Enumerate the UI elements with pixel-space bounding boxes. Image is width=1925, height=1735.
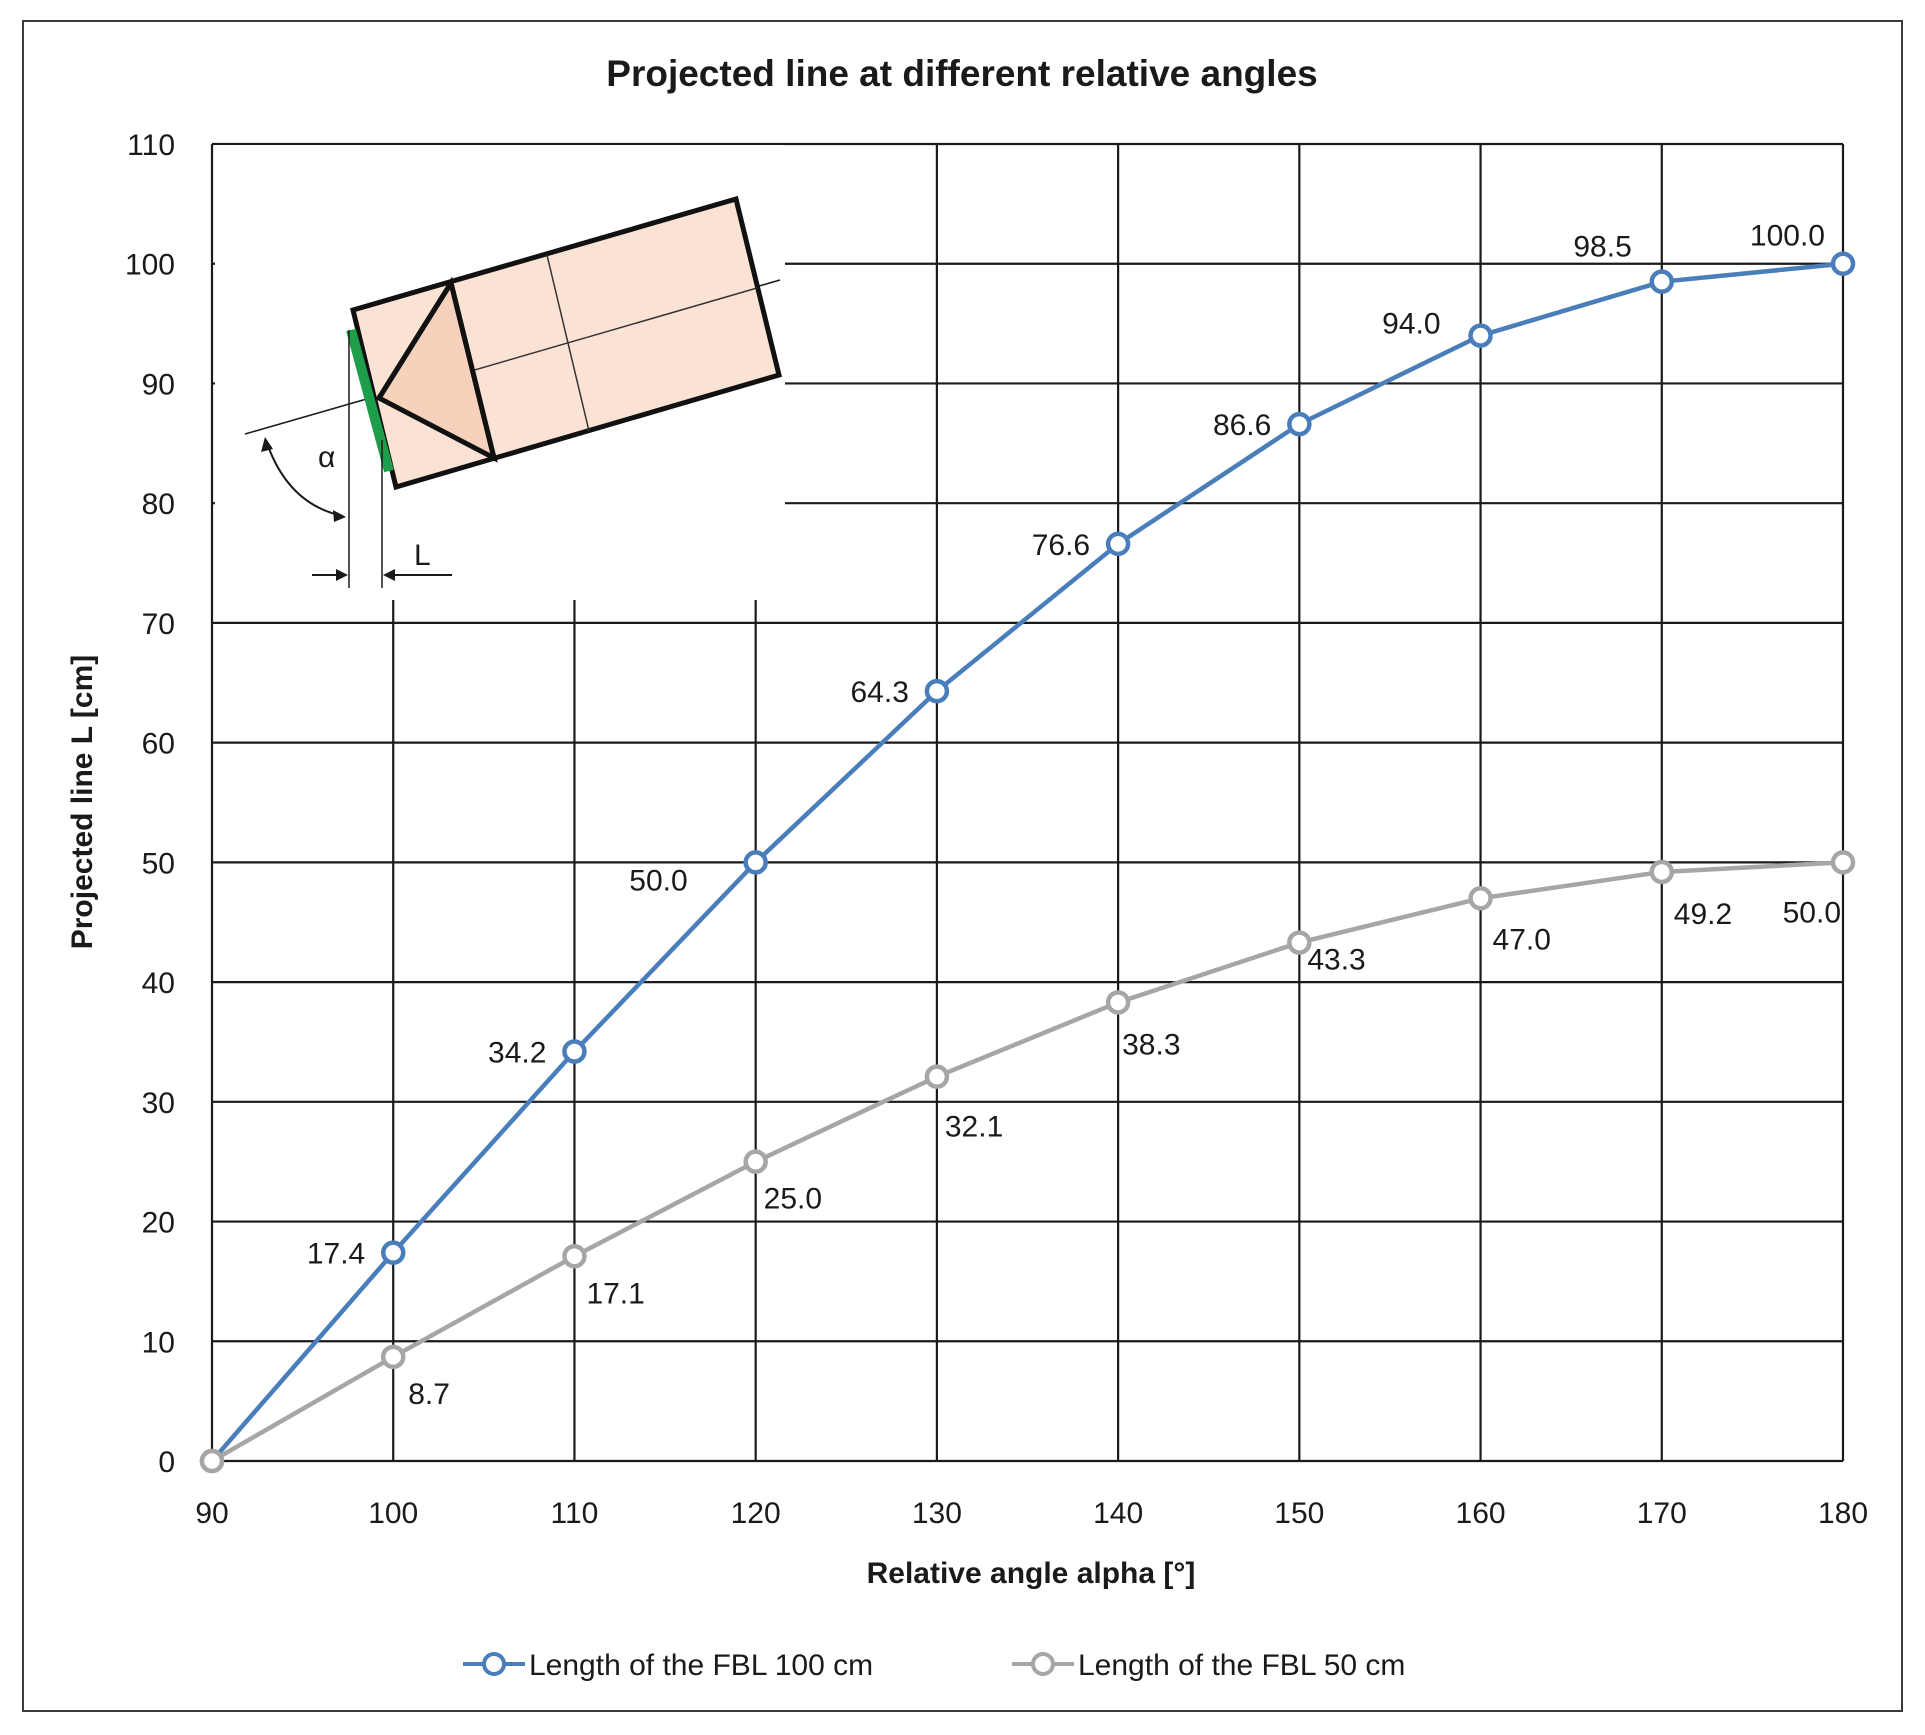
series-1-point [1830, 251, 1856, 276]
legend: Length of the FBL 100 cm Length of the F… [463, 1649, 1405, 1682]
data-label-series-1: 98.5 [1573, 231, 1631, 264]
y-tick-label: 20 [142, 1207, 175, 1240]
data-label-series-2: 50.0 [1783, 896, 1841, 929]
series-1-point [380, 1240, 406, 1265]
series-2-point [1105, 990, 1131, 1015]
chart-title: Projected line at different relative ang… [606, 53, 1317, 94]
data-label-series-2: 17.1 [586, 1277, 644, 1310]
y-tick-label: 70 [142, 608, 175, 641]
data-label-series-1: 17.4 [307, 1238, 365, 1271]
x-tick-label: 90 [195, 1497, 228, 1530]
data-label-series-2: 47.0 [1493, 923, 1551, 956]
x-axis-ticks: 90 100 110 120 130 140 150 160 170 180 [195, 1497, 1868, 1530]
inset-arrowhead-left [336, 569, 348, 581]
series-2-point [1649, 859, 1675, 885]
series-1-point [1287, 411, 1312, 437]
series-2-point [199, 1448, 225, 1474]
y-tick-label: 80 [142, 488, 175, 521]
y-tick-label: 110 [127, 129, 175, 162]
y-tick-label: 0 [158, 1446, 175, 1479]
series-1-point [1649, 269, 1675, 294]
series-1-point [743, 850, 768, 875]
y-tick-label: 90 [142, 368, 175, 401]
data-label-series-2: 38.3 [1122, 1028, 1180, 1061]
y-tick-label: 100 [125, 249, 175, 282]
series-1-point [562, 1039, 587, 1064]
legend-label-series-1: Length of the FBL 100 cm [529, 1649, 873, 1682]
series-1-point [1105, 531, 1131, 557]
data-label-series-1: 34.2 [488, 1037, 546, 1070]
x-tick-label: 130 [912, 1497, 962, 1530]
data-label-series-2: 25.0 [764, 1183, 822, 1216]
inset-alpha-symbol: α [318, 441, 335, 474]
data-label-series-1: 86.6 [1213, 409, 1271, 442]
series-layer [199, 251, 1856, 1474]
series-2-point [743, 1149, 768, 1174]
data-label-series-2: 32.1 [945, 1111, 1003, 1144]
y-tick-label: 40 [142, 967, 175, 1000]
legend-label-series-2: Length of the FBL 50 cm [1078, 1649, 1405, 1682]
data-label-series-1: 64.3 [850, 676, 908, 709]
x-tick-label: 170 [1637, 1497, 1687, 1530]
series-2-point [1830, 850, 1856, 875]
data-label-series-1: 76.6 [1032, 529, 1090, 562]
y-tick-label: 50 [142, 847, 175, 880]
series-2-point [562, 1244, 587, 1269]
legend-marker-series-2 [1031, 1652, 1055, 1676]
series-2-point [1468, 886, 1493, 911]
x-tick-label: 120 [731, 1497, 781, 1530]
series-line-2 [210, 860, 1844, 1463]
inset-angle-arrowhead-bottom [333, 510, 346, 522]
series-1-point [1468, 323, 1493, 348]
y-tick-label: 30 [142, 1087, 175, 1120]
inset-triangle-base [448, 282, 497, 459]
data-label-series-1: 50.0 [629, 864, 687, 897]
series-1-point [924, 678, 950, 704]
legend-item-series-2: Length of the FBL 50 cm [1012, 1649, 1405, 1682]
x-tick-label: 140 [1093, 1497, 1143, 1530]
x-axis-label: Relative angle alpha [°] [867, 1557, 1196, 1590]
inset-length-symbol: L [414, 539, 431, 572]
data-label-series-2: 49.2 [1674, 898, 1732, 931]
inset-angle-arc [267, 445, 344, 517]
series-2-point [924, 1064, 950, 1089]
series-2-point [380, 1344, 406, 1370]
series-line-1 [210, 261, 1844, 1463]
data-label-series-2: 43.3 [1307, 944, 1365, 977]
data-label-series-1: 94.0 [1382, 308, 1440, 341]
series-2-point [1287, 930, 1312, 955]
legend-marker-series-1 [482, 1652, 506, 1676]
data-label-series-2: 8.7 [408, 1378, 450, 1411]
y-axis-label: Projected line L [cm] [66, 655, 99, 950]
legend-item-series-1: Length of the FBL 100 cm [463, 1649, 873, 1682]
x-tick-label: 150 [1274, 1497, 1324, 1530]
x-tick-label: 100 [368, 1497, 418, 1530]
x-tick-label: 110 [551, 1497, 599, 1530]
inset-angle-arrowhead-top [261, 437, 273, 452]
inset-diagram: α L [215, 145, 785, 600]
x-tick-label: 180 [1818, 1497, 1868, 1530]
y-tick-label: 10 [142, 1326, 175, 1359]
x-tick-label: 160 [1456, 1497, 1506, 1530]
data-label-series-1: 100.0 [1750, 220, 1825, 253]
inset-arrowhead-right [383, 569, 395, 581]
y-axis-ticks: 0 10 20 30 40 50 60 70 80 90 100 110 [125, 129, 175, 1479]
inset-triangle-side [376, 281, 454, 400]
y-tick-label: 60 [142, 728, 175, 761]
data-labels: 17.4 34.2 50.0 64.3 76.6 86.6 94.0 98.5 100.0 8.7… [307, 220, 1841, 1411]
